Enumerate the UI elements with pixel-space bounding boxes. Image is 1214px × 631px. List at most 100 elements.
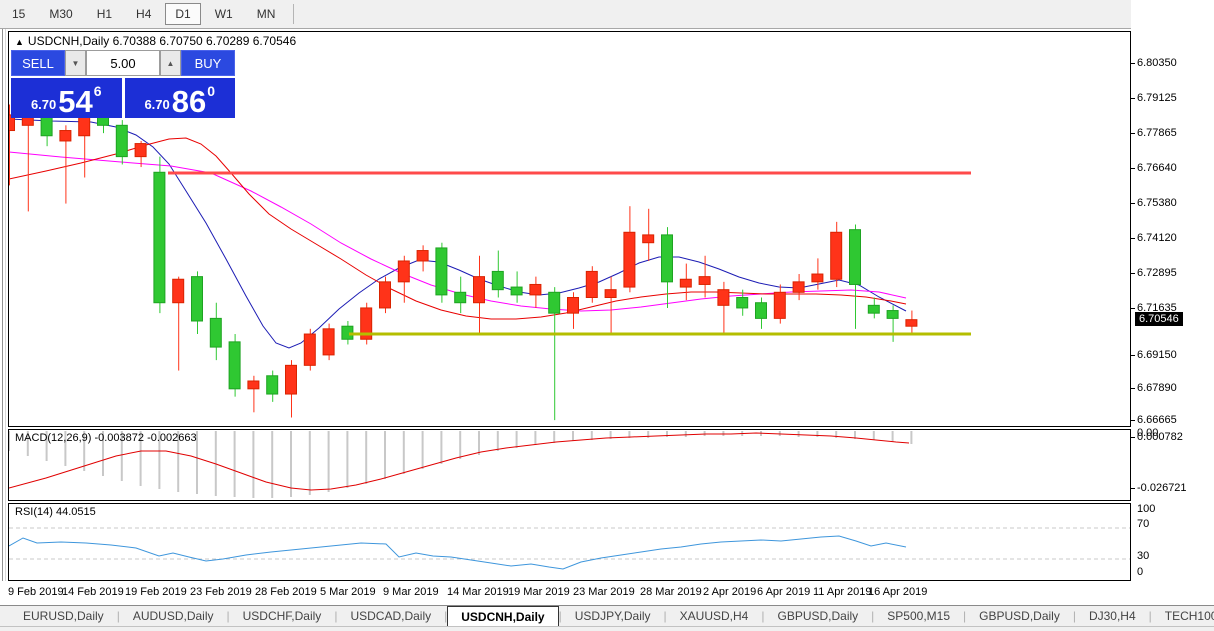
candle-body: [886, 310, 899, 319]
price-axis-label: 6.77865: [1137, 127, 1177, 139]
candlestick-chart: [9, 104, 971, 421]
volume-input[interactable]: 5.00: [86, 50, 160, 76]
macd-indicator-label: MACD(12,26,9) -0.003872 -0.002663: [15, 432, 197, 444]
candle-body: [228, 341, 241, 390]
candle-body: [661, 234, 673, 283]
date-axis[interactable]: 9 Feb 2019 14 Feb 2019 19 Feb 2019 23 Feb 2…: [0, 581, 1131, 605]
chart-ohlc-values: 6.70388 6.70750 6.70289 6.70546: [112, 34, 297, 48]
chart-tab-dj30[interactable]: DJ30,H4: [1088, 609, 1136, 623]
sell-button[interactable]: SELL: [11, 50, 65, 76]
candle-body: [454, 291, 467, 304]
date-axis-label: 14 Mar 2019: [447, 586, 509, 598]
candle-body: [191, 276, 203, 322]
chart-tab-tech100[interactable]: TECH100,H1: [1164, 609, 1214, 623]
candle-body: [153, 171, 166, 304]
candle-body: [247, 380, 260, 390]
chart-symbol-label: USDCNH,Daily: [27, 34, 110, 48]
candle-body: [397, 260, 410, 283]
rsi-axis-label: 0: [1137, 566, 1144, 578]
date-axis-label: 9 Feb 2019: [8, 586, 64, 598]
price-axis-tick: [1131, 63, 1135, 64]
ma-mid-magenta: [9, 151, 907, 312]
candle-body: [115, 124, 128, 158]
sell-price-sup: 6: [93, 83, 102, 99]
current-price-box: 6.70546: [1135, 312, 1183, 326]
date-axis-label: 2 Apr 2019: [703, 586, 757, 598]
candle-body: [360, 307, 373, 340]
tab-separator: |: [1148, 609, 1152, 623]
timeframe-button-d1[interactable]: D1: [165, 3, 201, 25]
collapse-panel-icon[interactable]: ▲: [15, 37, 24, 47]
price-chart-panel[interactable]: ▲ USDCNH,Daily 6.70388 6.70750 6.70289 6.…: [8, 31, 1131, 427]
candle-body: [623, 231, 636, 288]
ma-fast-blue: [9, 118, 907, 349]
tab-separator: |: [663, 609, 667, 623]
sell-price-big: 54: [58, 83, 93, 119]
chart-tab-usdcnh[interactable]: USDCNH,Daily: [447, 606, 559, 626]
candle-body: [416, 250, 429, 262]
date-axis-label: 5 Mar 2019: [320, 586, 376, 598]
candle-body: [792, 281, 805, 293]
price-axis-tick: [1131, 420, 1135, 421]
chart-tab-xauusd[interactable]: XAUUSD,H4: [679, 609, 749, 623]
chart-tab-sp500[interactable]: SP500,M15: [887, 609, 951, 623]
chart-tab-usdjpy[interactable]: USDJPY,Daily: [574, 609, 651, 623]
candle-body: [867, 304, 880, 314]
volume-decrease-icon[interactable]: ▼: [65, 50, 86, 76]
macd-panel[interactable]: MACD(12,26,9) -0.003872 -0.002663: [8, 429, 1131, 501]
chart-tab-gbpusd[interactable]: GBPUSD,Daily: [777, 609, 859, 623]
candle-body: [698, 276, 711, 285]
timeframe-button-h4[interactable]: H4: [136, 7, 152, 21]
date-axis-label: 23 Feb 2019: [190, 586, 252, 598]
candle-body: [209, 317, 222, 348]
date-axis-label: 16 Apr 2019: [868, 586, 928, 598]
price-axis[interactable]: 6.80350 6.79125 6.77865 6.76640 6.75380 6.741…: [1131, 0, 1214, 631]
price-axis-label: 6.75380: [1137, 197, 1177, 209]
rsi-chart: [9, 527, 1130, 570]
price-axis-tick: [1131, 273, 1135, 274]
macd-signal-line: [9, 432, 910, 491]
price-axis-label: 6.74120: [1137, 232, 1177, 244]
price-axis-label: 6.80350: [1137, 57, 1177, 69]
date-axis-label: 19 Mar 2019: [508, 586, 570, 598]
timeframe-toolbar: 15 M30 H1 H4 D1 W1 MN: [0, 0, 1214, 29]
chart-tab-usdchf[interactable]: USDCHF,Daily: [242, 609, 322, 623]
candle-body: [322, 328, 335, 356]
date-axis-label: 28 Feb 2019: [255, 586, 317, 598]
timeframe-button-w1[interactable]: W1: [214, 7, 233, 21]
price-axis-label: 6.67890: [1137, 382, 1177, 394]
price-axis-tick: [1131, 388, 1135, 389]
timeframe-button-mn[interactable]: MN: [256, 7, 276, 21]
sell-quote-box[interactable]: 6.70 54 6: [11, 78, 122, 118]
rsi-axis-label: 70: [1137, 518, 1150, 530]
ma-slow-red: [9, 137, 907, 320]
tab-separator: |: [444, 609, 448, 623]
chart-tab-gbpusd[interactable]: GBPUSD,Daily: [979, 609, 1060, 623]
timeframe-button-h1[interactable]: H1: [96, 7, 113, 21]
tab-separator: |: [334, 609, 338, 623]
candle-body: [172, 278, 185, 304]
timeframe-button-15[interactable]: 15: [12, 7, 26, 21]
timeframe-button-m30[interactable]: M30: [49, 7, 73, 21]
tab-separator: |: [761, 609, 765, 623]
rsi-panel[interactable]: RSI(14) 44.0515: [8, 503, 1131, 581]
volume-increase-icon[interactable]: ▲: [160, 50, 181, 76]
tab-separator: |: [226, 609, 230, 623]
candle-body: [266, 375, 279, 395]
macd-chart: [9, 431, 913, 498]
candle-body: [59, 130, 72, 142]
price-axis-tick: [1131, 308, 1135, 309]
buy-price-big: 86: [171, 83, 207, 119]
buy-button[interactable]: BUY: [181, 50, 235, 76]
candle-body: [585, 270, 598, 299]
chart-tab-usdcad[interactable]: USDCAD,Daily: [350, 609, 432, 623]
buy-quote-box[interactable]: 6.70 86 0: [124, 78, 235, 119]
price-axis-label: 6.69150: [1137, 349, 1177, 361]
price-axis-tick: [1131, 203, 1135, 204]
candle-body: [849, 229, 861, 285]
price-axis-label: 6.66665: [1137, 414, 1177, 426]
tab-separator: |: [963, 609, 967, 623]
date-axis-label: 28 Mar 2019: [640, 586, 702, 598]
chart-tab-eurusd[interactable]: EURUSD,Daily: [23, 609, 104, 623]
chart-tab-audusd[interactable]: AUDUSD,Daily: [132, 609, 214, 623]
